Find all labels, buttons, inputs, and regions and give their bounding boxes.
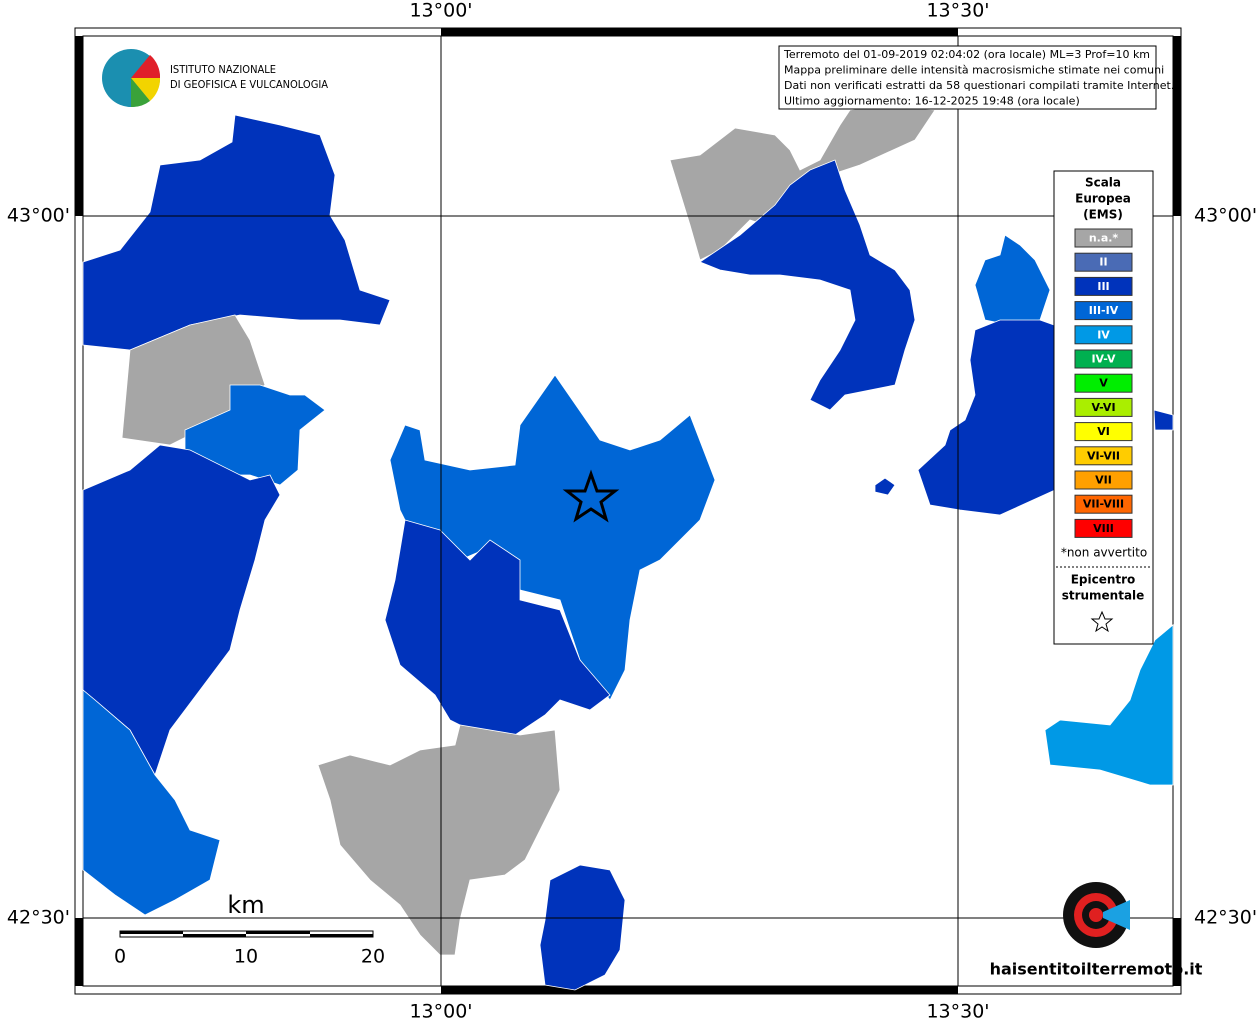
legend-title: (EMS): [1083, 208, 1123, 222]
site-logo: haisentitoilterremoto.it: [990, 882, 1203, 979]
legend-label: VI: [1097, 425, 1110, 438]
legend-swatch: [1074, 518, 1133, 538]
legend-swatch: [1074, 446, 1133, 466]
legend-swatch: [1074, 228, 1133, 248]
legend-swatch: [1074, 252, 1133, 272]
info-line: Dati non verificati estratti da 58 quest…: [784, 79, 1174, 92]
legend-label: II: [1099, 256, 1107, 269]
frame-bars: [75, 28, 1181, 994]
legend: ScalaEuropea(EMS)n.a.*IIIIIIII-IVIVIV-VV…: [1061, 176, 1147, 603]
lon-label: 13°30': [926, 0, 989, 22]
scale-unit: km: [227, 891, 264, 919]
legend-label: VI-VII: [1087, 449, 1120, 462]
legend-swatch: [1074, 494, 1133, 514]
epicenter: [562, 469, 620, 523]
legend-swatch: [1074, 301, 1133, 321]
legend-swatch: [1074, 422, 1133, 442]
legend-label: IV: [1097, 328, 1110, 341]
legend-label: III-IV: [1089, 304, 1119, 317]
graticule: [83, 36, 1173, 986]
info-line: Mappa preliminare delle intensità macros…: [784, 64, 1164, 77]
legend-swatch: [1074, 325, 1133, 345]
legend-label: VIII: [1093, 522, 1114, 535]
legend-label: IV-V: [1091, 353, 1116, 366]
logo-text: DI GEOFISICA E VULCANOLOGIA: [170, 78, 328, 91]
legend-swatch: [1074, 276, 1133, 296]
lat-label: 43°00': [1194, 205, 1256, 227]
legend-label: VII-VIII: [1083, 498, 1124, 511]
logo-text: ISTITUTO NAZIONALE: [170, 63, 276, 76]
legend-swatch: [1074, 397, 1133, 417]
legend-epicenter: strumentale: [1062, 589, 1145, 603]
scale-label: 20: [361, 946, 385, 968]
lat-label: 42°30': [7, 907, 70, 929]
legend-title: Scala: [1085, 176, 1121, 190]
lon-label: 13°00': [409, 1001, 472, 1023]
scale-label: 0: [114, 946, 126, 968]
info-lines: Terremoto del 01-09-2019 02:04:02 (ora l…: [783, 48, 1174, 108]
lon-label: 13°30': [926, 1001, 989, 1023]
legend-swatch: [1074, 373, 1133, 393]
legend-swatch: [1074, 470, 1133, 490]
legend-label: III: [1097, 280, 1109, 293]
legend-label: VII: [1095, 474, 1112, 487]
legend-epicenter: Epicentro: [1071, 573, 1136, 587]
legend-label: n.a.*: [1089, 232, 1119, 245]
info-line: Terremoto del 01-09-2019 02:04:02 (ora l…: [783, 48, 1150, 61]
lat-label: 43°00': [7, 205, 70, 227]
info-box: [778, 45, 1157, 110]
legend-star: [1090, 610, 1114, 633]
legend-title: Europea: [1075, 192, 1131, 206]
site-text: haisentitoilterremoto.it: [990, 960, 1203, 979]
lat-label: 42°30': [1194, 907, 1256, 929]
legend-label: V-VI: [1091, 401, 1115, 414]
legend-swatch: [1074, 349, 1133, 369]
scale-label: 10: [234, 946, 258, 968]
info-line: Ultimo aggiornamento: 16-12-2025 19:48 (…: [784, 95, 1080, 108]
scale-bar: km 0 10 20: [114, 891, 385, 968]
legend-label: V: [1099, 377, 1108, 390]
lon-label: 13°00': [409, 0, 472, 22]
legend-note: *non avvertito: [1061, 546, 1147, 560]
ingv-logo: ISTITUTO NAZIONALE DI GEOFISICA E VULCAN…: [102, 49, 328, 108]
